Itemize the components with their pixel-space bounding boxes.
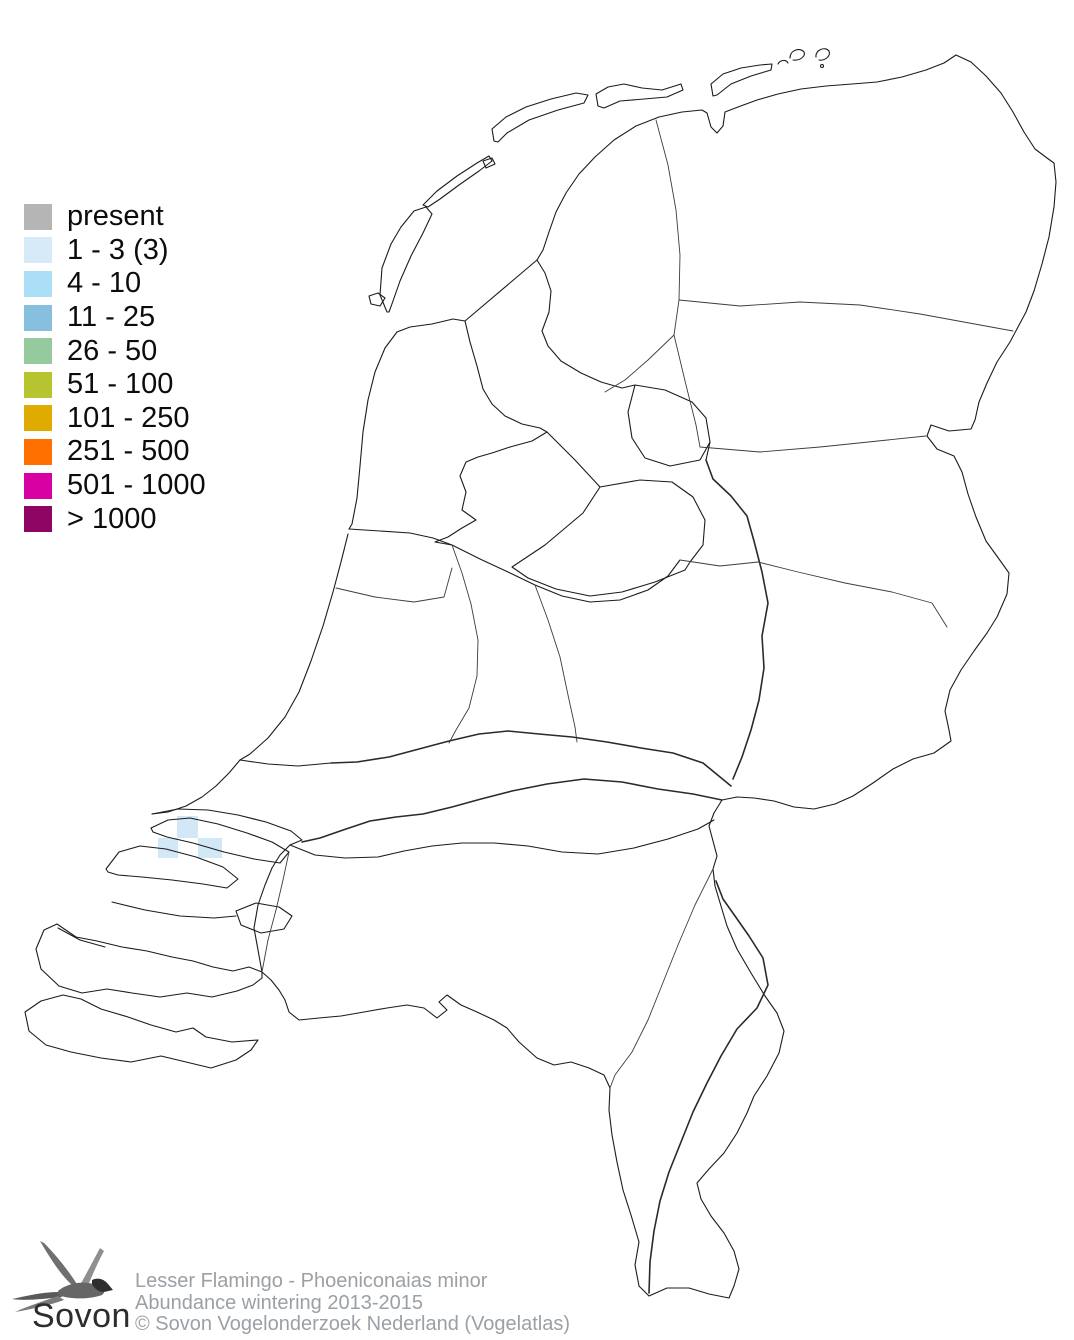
islet-rottumerplaat (789, 49, 805, 61)
west-coast-south (239, 533, 349, 761)
abundance-cell (177, 816, 198, 838)
river-ijssel (705, 459, 769, 780)
border-brabant-limburg (609, 868, 714, 1089)
schouwen-duiveland (105, 845, 239, 889)
legend-label: 51 - 100 (67, 368, 174, 401)
coastline-group (24, 54, 1057, 1299)
border-groningen-drenthe (678, 299, 1014, 332)
bird-tail-streamer-upper (12, 1292, 62, 1300)
legend-row: present (24, 200, 206, 234)
border-utrecht-east (534, 584, 578, 743)
mainland-outline (253, 54, 1057, 1299)
goeree-overflakkee (150, 817, 290, 864)
legend-row: 26 - 50 (24, 334, 206, 368)
voorne-coast (151, 759, 241, 815)
brabant-north-shore (289, 819, 715, 859)
border-zeeland-brabant (261, 851, 290, 973)
legend-label: 11 - 25 (67, 301, 156, 334)
legend-row: 1 - 3 (3) (24, 234, 206, 268)
island-texel (379, 206, 433, 313)
houtribdijk (546, 431, 601, 488)
legend-label: 4 - 10 (67, 267, 142, 300)
legend-row: 51 - 100 (24, 368, 206, 402)
veerse-meer-line (57, 927, 106, 948)
legend-row: 501 - 1000 (24, 469, 206, 503)
wadden-islands-group (368, 48, 830, 313)
legend-label: 101 - 250 (67, 401, 190, 434)
legend-label: > 1000 (67, 502, 157, 535)
island-ameland (595, 83, 684, 109)
rivers-group (301, 459, 769, 1294)
caption-season: Abundance wintering 2013-2015 (135, 1291, 423, 1314)
island-vlieland (422, 155, 493, 208)
legend-swatch-251-500 (24, 438, 52, 465)
noordoostpolder (627, 384, 711, 467)
abundance-cells (158, 816, 222, 858)
legend-swatch-26-50 (24, 338, 52, 365)
walcheren-beveland (35, 923, 263, 998)
border-utrecht-west (448, 544, 479, 744)
ijssel-mouth-link (705, 441, 711, 461)
legend-label: present (67, 200, 164, 233)
legend-swatch-4-10 (24, 270, 52, 297)
legend-swatch-11-25 (24, 304, 52, 331)
tholen (235, 902, 293, 934)
island-schiermonnikoog (710, 63, 773, 97)
province-borders-group (261, 119, 1014, 1089)
legend-row: > 1000 (24, 502, 206, 536)
caption-copyright: © Sovon Vogelonderzoek Nederland (Vogela… (135, 1313, 571, 1335)
map-caption: Lesser Flamingo - Phoeniconaias minor Ab… (135, 1270, 571, 1336)
noordholland-east-shore (434, 320, 548, 546)
legend-swatch-51-100 (24, 371, 52, 398)
legend-row: 251 - 500 (24, 435, 206, 469)
bird-head (92, 1278, 113, 1292)
legend-swatch-present (24, 203, 52, 230)
islet-dot (819, 63, 825, 69)
legend-label: 251 - 500 (67, 435, 190, 468)
legend: present 1 - 3 (3) 4 - 10 11 - 25 26 - 50… (24, 200, 206, 536)
islet-simonszand (777, 59, 789, 65)
bird-tail-streamer-lower (15, 1296, 64, 1312)
legend-row: 101 - 250 (24, 402, 206, 436)
legend-swatch-101-250 (24, 405, 52, 432)
bird-body (58, 1282, 105, 1299)
legend-swatch-501-1000 (24, 472, 52, 499)
friesland-ijsselmeer-shore (536, 259, 636, 389)
island-richel (482, 157, 496, 169)
legend-row: 11 - 25 (24, 301, 206, 335)
abundance-cell (158, 838, 178, 858)
legend-label: 1 - 3 (3) (67, 233, 169, 266)
legend-label: 26 - 50 (67, 334, 158, 367)
legend-label: 501 - 1000 (67, 469, 206, 502)
river-maas (648, 880, 769, 1294)
island-terschelling (491, 92, 589, 143)
bird-wing-front (40, 1241, 80, 1289)
border-friesland-groningen (655, 119, 681, 336)
sovon-logo-bird (12, 1241, 113, 1312)
randmeren-mainland-shore (451, 544, 681, 603)
west-coast-north (348, 331, 398, 530)
border-noordholland-zuidholland (335, 567, 453, 603)
bird-wing-back (79, 1248, 104, 1290)
river-waal (301, 778, 723, 843)
sovon-logo-text: Sovon (32, 1297, 131, 1335)
haringvliet-north-shore (151, 808, 303, 846)
border-friesland-drenthe (604, 334, 675, 393)
river-lek (330, 730, 732, 787)
legend-row: 4 - 10 (24, 267, 206, 301)
islet-rottumeroog (815, 48, 830, 61)
border-drenthe-west-south (673, 334, 927, 453)
legend-swatch-gt-1000 (24, 506, 52, 533)
border-overijssel-gelderland (679, 559, 948, 628)
caption-species: Lesser Flamingo - Phoeniconaias minor (135, 1270, 488, 1292)
nieuwe-waterweg (239, 759, 332, 767)
zeeuws-vlaanderen (24, 994, 259, 1069)
island-noorderhaaks (368, 292, 386, 307)
oosterschelde-shore (111, 901, 237, 919)
legend-swatch-1-3 (24, 237, 52, 264)
flevopolder (511, 479, 706, 597)
